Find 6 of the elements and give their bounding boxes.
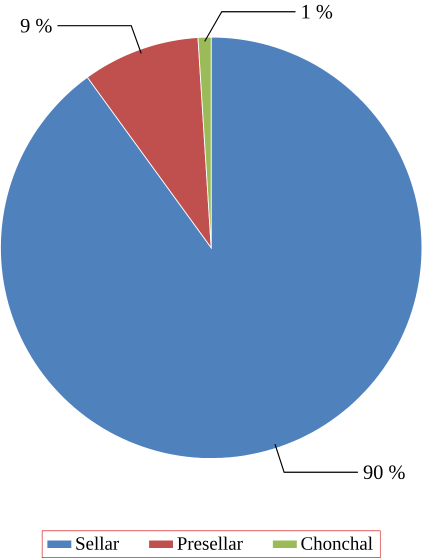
legend-label: Presellar	[177, 536, 243, 550]
data-label: 9 %	[20, 18, 52, 33]
slice-label: Sellar	[76, 536, 119, 550]
data-label: 1 %	[302, 4, 332, 19]
legend-label: Chonchal	[301, 536, 372, 550]
data-label: 90 %	[364, 465, 405, 480]
